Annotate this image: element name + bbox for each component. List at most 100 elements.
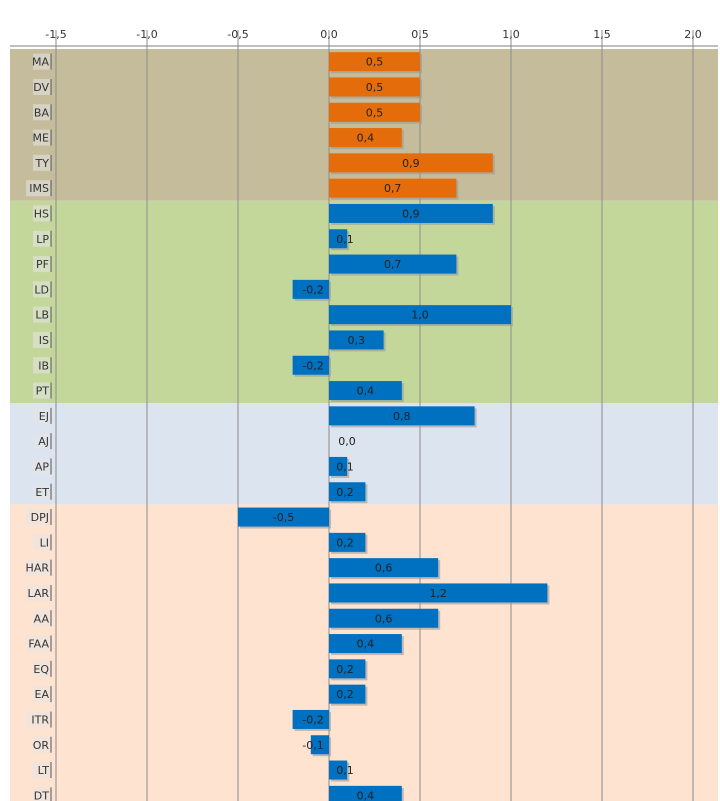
value-label: 1,2 (429, 587, 447, 600)
category-label-box (33, 129, 51, 146)
category-label-box (33, 610, 51, 627)
x-tick-label: 2,0 (684, 28, 702, 41)
category-label: LT (38, 764, 50, 777)
bar (329, 203, 493, 223)
category-label-box (33, 382, 51, 399)
bar (329, 608, 439, 628)
category-label-box (26, 584, 51, 601)
value-label: -0,5 (273, 511, 294, 524)
category-label-box (33, 483, 51, 500)
bar (292, 355, 329, 375)
value-label: 0,5 (366, 106, 384, 119)
x-tick-label: -1,5 (45, 28, 66, 41)
category-label-box (33, 205, 51, 222)
category-label-box (33, 357, 51, 374)
category-label: PF (36, 258, 49, 271)
value-label: 0,7 (384, 258, 402, 271)
x-tick-label: 1,0 (502, 28, 520, 41)
bar (329, 254, 457, 274)
category-label-box (33, 256, 51, 273)
value-label: -0,1 (302, 739, 323, 752)
category-label: TY (35, 157, 50, 170)
category-label: IMS (29, 182, 49, 195)
value-label: 0,4 (357, 789, 375, 801)
bar (310, 735, 329, 755)
category-label-box (33, 281, 51, 298)
category-label-box (33, 660, 51, 677)
x-tick-label: 1,5 (593, 28, 611, 41)
category-label: ME (33, 132, 49, 145)
bar (329, 684, 366, 704)
category-label-box (33, 53, 51, 70)
category-label: IB (38, 359, 49, 372)
category-label-box (33, 458, 51, 475)
bar (329, 381, 402, 401)
category-label: IS (39, 334, 49, 347)
category-label-box (33, 78, 51, 95)
bar (329, 229, 348, 249)
category-label: LI (40, 536, 49, 549)
bar (329, 456, 348, 476)
value-label: 0,8 (393, 410, 411, 423)
value-label: 0,1 (336, 764, 354, 777)
bar (329, 102, 420, 122)
category-label: EA (35, 688, 50, 701)
value-label: 0,4 (357, 132, 375, 145)
category-label: DT (34, 789, 49, 801)
value-label: 0,3 (348, 334, 366, 347)
x-tick-label: -1,0 (136, 28, 157, 41)
value-label: -0,2 (302, 359, 323, 372)
value-label: 0,7 (384, 182, 402, 195)
x-axis-ticks: -1,5 -1,0 -0,5 0,0 0,5 1,0 1,5 2,0 (45, 28, 701, 41)
category-label-box (33, 736, 51, 753)
group-band-2 (10, 200, 718, 404)
value-label: 0,2 (336, 663, 354, 676)
category-label: LP (36, 233, 49, 246)
x-tick-label: -0,5 (227, 28, 248, 41)
category-label: AJ (38, 435, 49, 448)
category-label: BA (34, 106, 50, 119)
bar (292, 279, 329, 299)
category-label-box (26, 559, 51, 576)
bar (329, 330, 384, 350)
bar (329, 52, 420, 72)
value-labels: 0,50,50,50,40,90,70,90,10,7-0,21,00,3-0,… (273, 56, 447, 801)
category-label: AA (34, 612, 50, 625)
bar (329, 558, 439, 578)
value-label: 0,1 (336, 233, 354, 246)
value-label: -0,2 (302, 283, 323, 296)
value-label: 0,2 (336, 486, 354, 499)
value-label: 0,2 (336, 536, 354, 549)
bar (329, 406, 475, 426)
category-label-box (26, 180, 51, 197)
category-label: EJ (39, 410, 49, 423)
category-label: LB (35, 309, 49, 322)
value-label: -0,2 (302, 713, 323, 726)
value-label: 0,9 (402, 157, 420, 170)
value-label: 0,9 (402, 207, 420, 220)
bar (329, 482, 366, 502)
category-label: LAR (27, 587, 49, 600)
value-label: 0,5 (366, 81, 384, 94)
category-label-box (26, 711, 51, 728)
category-label-box (33, 534, 51, 551)
category-label: FAA (28, 638, 49, 651)
bar (329, 583, 548, 603)
category-label-box (33, 230, 51, 247)
bar (329, 153, 493, 173)
bar (329, 659, 366, 679)
value-label: 0,6 (375, 612, 393, 625)
value-label: 0,1 (336, 460, 354, 473)
bar (329, 760, 348, 780)
value-label: 0,5 (366, 56, 384, 69)
category-label: LD (34, 283, 49, 296)
bar (329, 634, 402, 654)
category-label: ET (35, 486, 49, 499)
bar (329, 305, 511, 325)
category-label: AP (35, 460, 50, 473)
category-label-box (33, 686, 51, 703)
bar (329, 785, 402, 801)
category-label: PT (36, 385, 50, 398)
x-tick-label: 0,0 (320, 28, 338, 41)
